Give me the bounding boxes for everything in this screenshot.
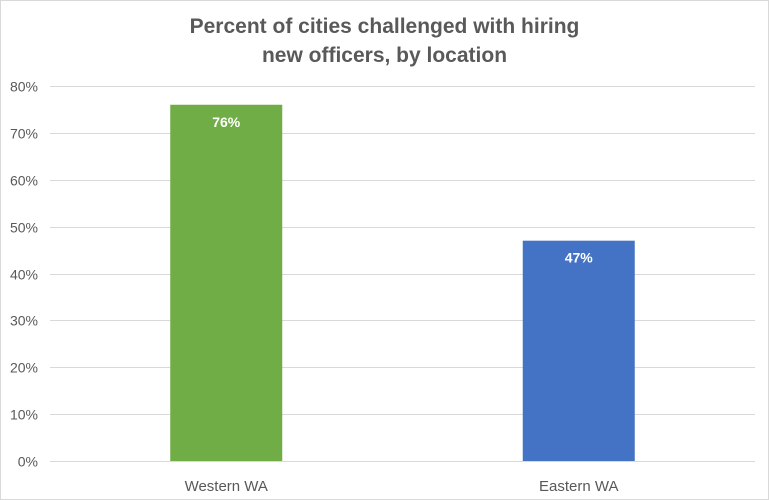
y-tick-label: 0% <box>18 454 38 470</box>
data-label: 76% <box>212 114 241 130</box>
y-tick-label: 40% <box>10 267 38 283</box>
chart-title: Percent of cities challenged with hiring… <box>0 12 769 70</box>
data-labels: 76% 47% <box>212 114 593 266</box>
y-tick-label: 70% <box>10 126 38 142</box>
y-tick-label: 60% <box>10 173 38 189</box>
gridlines <box>50 86 755 415</box>
y-tick-label: 30% <box>10 313 38 329</box>
chart-title-line-1: Percent of cities challenged with hiring <box>189 15 580 38</box>
y-tick-label: 80% <box>10 79 38 95</box>
x-axis-category-labels: Western WA Eastern WA <box>185 478 619 495</box>
y-axis-tick-labels: 0% 10% 20% 30% 40% 50% 60% 70% 80% <box>10 79 38 470</box>
bars <box>170 104 635 461</box>
y-tick-label: 50% <box>10 220 38 236</box>
x-category-label: Eastern WA <box>539 478 618 495</box>
bar-western-wa <box>170 104 283 461</box>
chart-title-line-2: new officers, by location <box>261 44 508 67</box>
x-category-label: Western WA <box>185 478 268 495</box>
y-tick-label: 10% <box>10 407 38 423</box>
bar-eastern-wa <box>522 240 635 461</box>
data-label: 47% <box>565 250 594 266</box>
y-tick-label: 20% <box>10 360 38 376</box>
